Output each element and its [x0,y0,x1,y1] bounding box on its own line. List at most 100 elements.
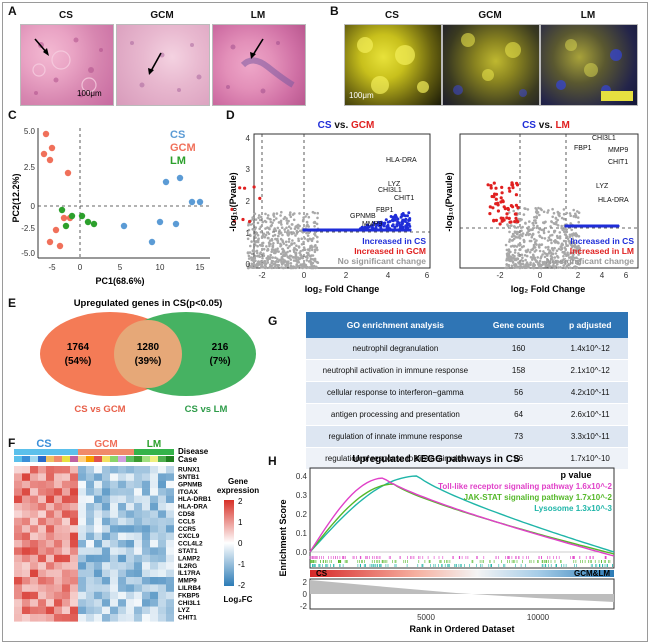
heatmap-gene-label: ITGAX [178,489,199,496]
heatmap-cell [166,495,174,504]
heatmap-cell [14,599,22,607]
heatmap-cell [46,466,54,474]
volcano-point [523,266,527,270]
volcano-left-xlabel: log₂ Fold Change [305,284,380,294]
heatmap-cell [142,517,150,526]
pca-xlabel: PC1(68.6%) [95,276,144,286]
heatmap-cell [78,510,86,518]
volcano-point [263,261,266,265]
pca-point [196,198,204,206]
heatmap-cell [38,547,46,555]
volcano-left-legend-cs: Increased in CS [362,236,426,246]
volcano-point [563,227,567,231]
heatmap-cell [102,532,110,541]
volcano-point [549,238,553,242]
volcano-gene-label: HLA-DRA [386,157,417,164]
volcano-point [372,221,376,225]
heatmap-cell [46,525,54,533]
volcano-gene-label: GPNMB [350,213,376,220]
heatmap-cell [94,599,102,607]
venn-left-count: 1764 [67,342,90,353]
heatmap-legend-tick: 2 [238,497,243,506]
heatmap-cell [22,466,30,474]
heatmap-disease-cell [158,449,166,455]
go-padj: 2.6x10^-11 [552,403,628,426]
heatmap-cell [134,554,142,563]
volcano-left-xtick-0: -2 [258,271,266,280]
heatmap-cell [62,584,70,592]
volcano-point [551,252,555,255]
volcano-point [384,218,388,222]
heatmap-cell [126,488,134,496]
volcano-point [564,224,568,228]
heatmap-cell [118,584,126,592]
volcano-point [301,219,305,223]
venn-left-pct: (54%) [65,356,92,367]
panel-label-a: A [8,4,17,18]
volcano-point [507,263,511,267]
volcano-point [528,239,532,243]
volcano-point [514,203,518,207]
volcano-point [516,220,520,224]
volcano-point [280,210,283,214]
volcano-point [293,212,296,215]
volcano-point [562,255,565,258]
volcano-point [287,225,291,228]
he-image-lm [212,24,306,106]
pca-point [78,212,86,220]
heatmap-group-cs: CS [36,438,51,450]
volcano-point [508,240,511,243]
volcano-point [514,262,517,266]
volcano-point [566,244,570,247]
volcano-point [313,221,317,225]
venn-middle-count: 1280 [137,342,160,353]
volcano-point [519,248,522,251]
volcano-point [543,261,547,265]
volcano-point [281,247,285,251]
volcano-point [510,181,514,185]
volcano-point [526,250,529,253]
volcano-point [528,220,531,223]
volcano-point [284,263,287,267]
heatmap-cell [70,547,78,555]
volcano-point [266,226,269,229]
volcano-point [556,263,559,266]
heatmap-cell [142,466,150,474]
volcano-point [521,256,524,259]
heatmap-cell [62,480,70,489]
heatmap-gene-label: HLA-DRB1 [178,496,212,503]
volcano-point [505,248,509,252]
volcano-point [500,191,504,195]
heatmap-case-cell [30,456,38,462]
heatmap-cell [110,606,118,615]
gsea-xtick: 5000 [417,613,435,622]
volcano-point [404,217,408,221]
volcano-point [295,229,299,233]
heatmap-cell [150,466,158,474]
heatmap-gene-label: CCL5 [178,518,195,525]
heatmap-cell [78,495,86,504]
volcano-point [306,239,310,243]
volcano-point [568,266,572,270]
volcano-point [246,251,250,255]
volcano-point [286,222,289,225]
volcano-point [303,237,307,240]
heatmap-cell [62,540,70,548]
volcano-point [540,255,543,258]
heatmap-disease-cell [94,449,102,455]
volcano-point [570,242,574,245]
volcano-point [571,254,575,258]
heatmap-gene-label: CD58 [178,511,195,518]
heatmap-cell [62,466,70,474]
gsea-legend-jak-stat: JAK-STAT signaling pathway 1.7x10^-2 [464,493,613,502]
heatmap-cell [142,540,150,548]
heatmap-cell [142,480,150,489]
volcano-point [515,245,519,248]
volcano-point [531,253,535,257]
heatmap-cell [78,599,86,607]
volcano-point [391,216,395,219]
heatmap-cell [150,569,158,578]
heatmap-cell [62,599,70,607]
volcano-point [573,265,576,269]
volcano-point [511,244,515,248]
